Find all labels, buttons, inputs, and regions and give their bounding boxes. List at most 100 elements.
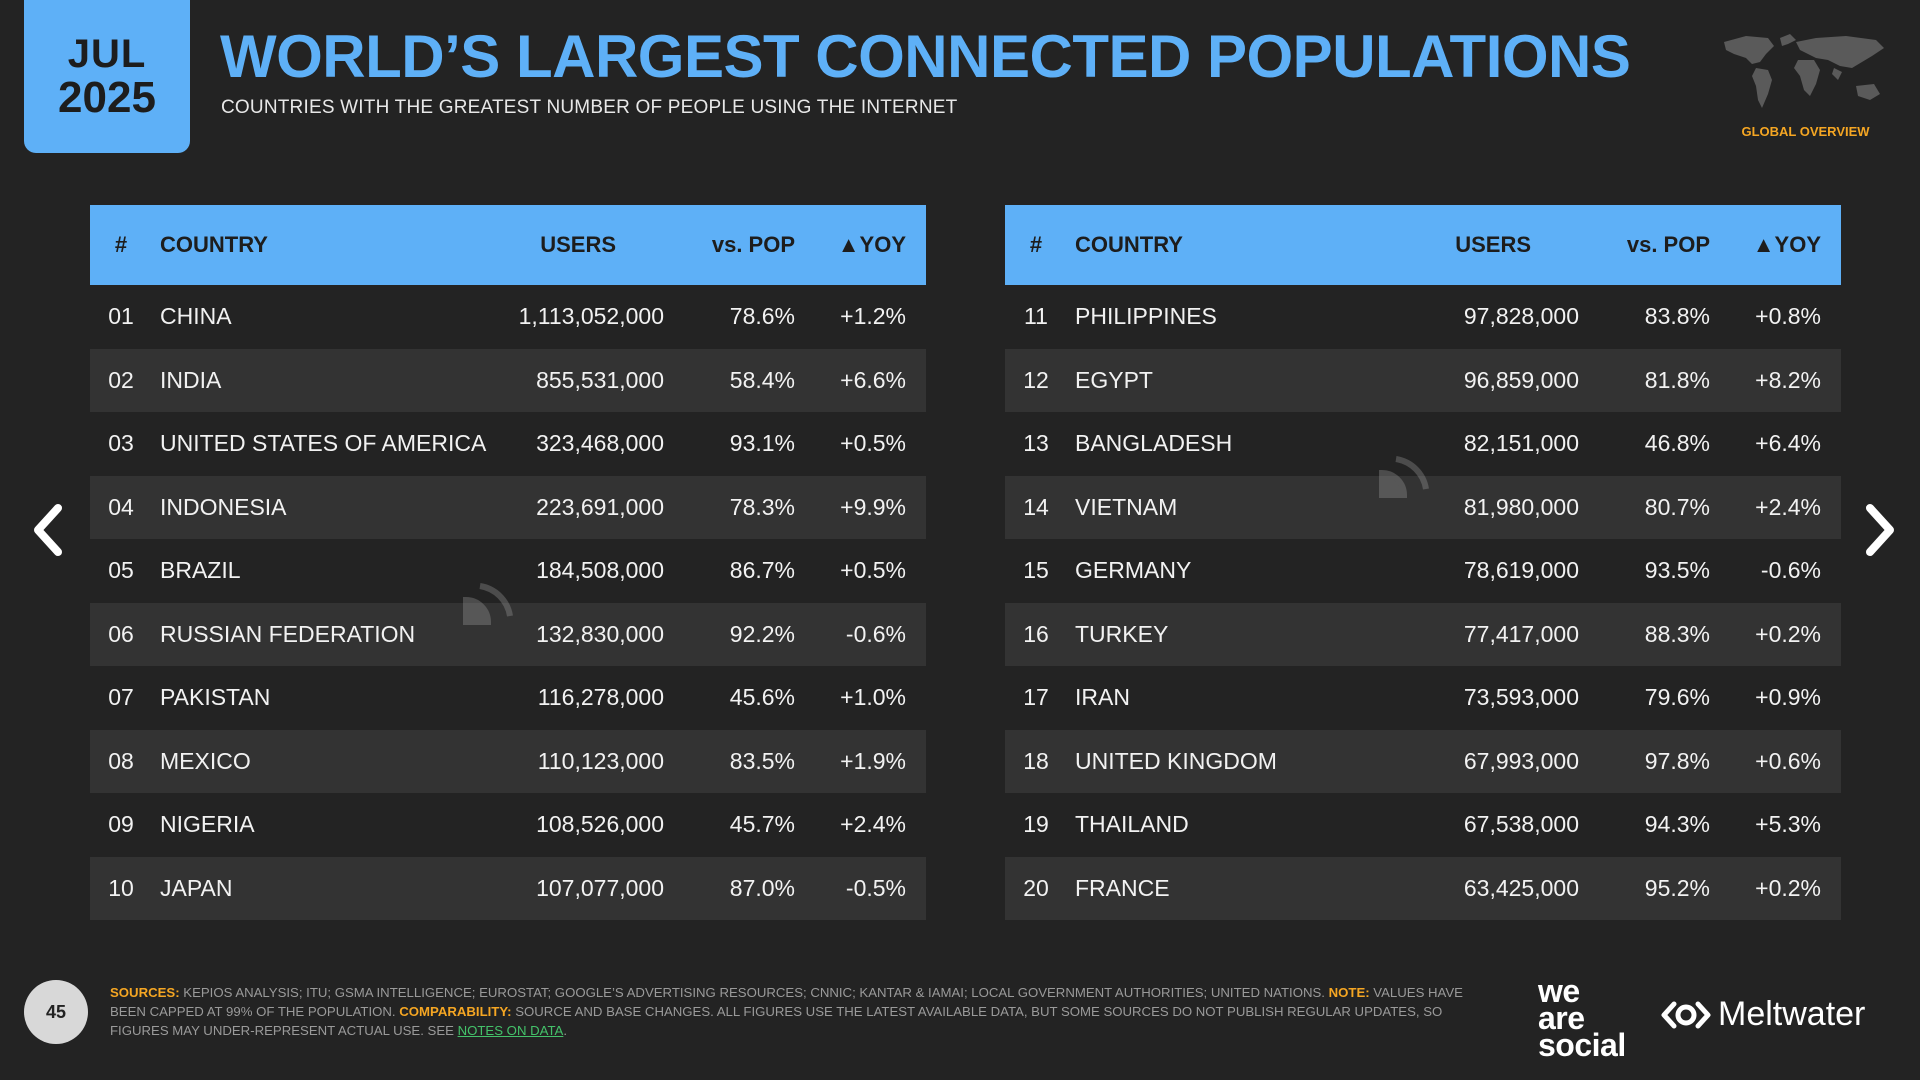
country-cell: JAPAN — [160, 874, 233, 901]
users-cell: 116,278,000 — [537, 684, 664, 711]
rank-cell: 11 — [1024, 303, 1048, 330]
table-row: 04 INDONESIA 223,691,000 78.3% +9.9% — [90, 475, 926, 539]
yoy-cell: +8.2% — [1755, 366, 1821, 393]
yoy-cell: +0.2% — [1755, 620, 1821, 647]
vs-pop-cell: 58.4% — [729, 366, 795, 393]
users-cell: 63,425,000 — [1463, 874, 1579, 901]
yoy-cell: +1.0% — [840, 684, 906, 711]
vs-pop-cell: 45.6% — [729, 684, 795, 711]
header-country: COUNTRY — [1075, 232, 1183, 257]
table-row: 18 UNITED KINGDOM 67,993,000 97.8% +0.6% — [1005, 729, 1841, 793]
ranking-table-left: # COUNTRY USERS vs. POP ▲YOY 01 CHINA 1,11… — [90, 205, 926, 920]
rank-cell: 13 — [1023, 430, 1049, 457]
comparability-label: COMPARABILITY: — [399, 1004, 512, 1019]
brand-we: we — [1538, 973, 1580, 1009]
note-text: VALUES HAVE BEEN CAPPED AT 99% OF THE PO… — [110, 985, 1463, 1019]
table-row: 02 INDIA 855,531,000 58.4% +6.6% — [90, 348, 926, 412]
users-cell: 82,151,000 — [1463, 430, 1579, 457]
users-cell: 1,113,052,000 — [518, 303, 664, 330]
table-row: 01 CHINA 1,113,052,000 78.6% +1.2% — [90, 285, 926, 349]
vs-pop-cell: 92.2% — [729, 620, 795, 647]
vs-pop-cell: 94.3% — [1644, 811, 1710, 838]
users-cell: 97,828,000 — [1463, 303, 1579, 330]
table-row: 06 RUSSIAN FEDERATION 132,830,000 92.2% -0.6… — [90, 602, 926, 666]
rank-cell: 02 — [108, 366, 134, 393]
meltwater-logo: Meltwater — [1660, 995, 1865, 1034]
rank-cell: 03 — [108, 430, 134, 457]
rank-cell: 14 — [1023, 493, 1049, 520]
section-tag: GLOBAL OVERVIEW — [1741, 124, 1870, 139]
date-year: 2025 — [58, 72, 156, 122]
rank-cell: 07 — [108, 684, 134, 711]
country-cell: FRANCE — [1075, 874, 1170, 901]
yoy-cell: +0.5% — [840, 557, 906, 584]
vs-pop-cell: 95.2% — [1644, 874, 1710, 901]
users-cell: 107,077,000 — [536, 874, 664, 901]
date-badge: JUL 2025 — [24, 0, 190, 153]
world-map-icon — [1724, 34, 1884, 108]
table-row: 03 UNITED STATES OF AMERICA 323,468,000 93.… — [90, 412, 926, 476]
yoy-cell: +0.2% — [1755, 874, 1821, 901]
rank-cell: 19 — [1023, 811, 1049, 838]
table-row: 12 EGYPT 96,859,000 81.8% +8.2% — [1005, 348, 1841, 412]
country-cell: UNITED KINGDOM — [1075, 747, 1277, 774]
rank-cell: 08 — [108, 747, 134, 774]
users-cell: 77,417,000 — [1463, 620, 1579, 647]
table-row: 16 TURKEY 77,417,000 88.3% +0.2% — [1005, 602, 1841, 666]
table-body: 01 CHINA 1,113,052,000 78.6% +1.2% 02 INDIA 855… — [90, 285, 926, 920]
yoy-cell: +2.4% — [840, 811, 906, 838]
yoy-cell: +0.6% — [1755, 747, 1821, 774]
vs-pop-cell: 78.3% — [729, 493, 795, 520]
users-cell: 323,468,000 — [536, 430, 664, 457]
users-cell: 67,993,000 — [1463, 747, 1579, 774]
country-cell: INDONESIA — [160, 493, 287, 520]
country-cell: NIGERIA — [160, 811, 255, 838]
users-cell: 81,980,000 — [1463, 493, 1579, 520]
users-cell: 110,123,000 — [537, 747, 664, 774]
table-row: 07 PAKISTAN 116,278,000 45.6% +1.0% — [90, 666, 926, 730]
rank-cell: 10 — [108, 874, 134, 901]
country-cell: BANGLADESH — [1075, 430, 1233, 457]
yoy-cell: +0.5% — [840, 430, 906, 457]
header-users: USERS — [540, 232, 616, 257]
header-num: # — [114, 232, 128, 257]
vs-pop-cell: 45.7% — [729, 811, 795, 838]
vs-pop-cell: 87.0% — [729, 874, 795, 901]
chevron-left-icon — [34, 504, 62, 556]
yoy-cell: -0.6% — [845, 620, 906, 647]
prev-slide-button[interactable] — [28, 500, 68, 560]
page-number: 45 — [24, 980, 88, 1044]
vs-pop-cell: 80.7% — [1644, 493, 1710, 520]
yoy-cell: +0.8% — [1755, 303, 1821, 330]
vs-pop-cell: 81.8% — [1644, 366, 1710, 393]
date-month: JUL — [67, 31, 147, 76]
next-slide-button[interactable] — [1860, 500, 1900, 560]
yoy-cell: +6.4% — [1755, 430, 1821, 457]
table-row: 13 BANGLADESH 82,151,000 46.8% +6.4% — [1005, 412, 1841, 476]
yoy-cell: +1.9% — [840, 747, 906, 774]
country-cell: GERMANY — [1075, 557, 1192, 584]
vs-pop-cell: 93.1% — [729, 430, 795, 457]
rank-cell: 12 — [1023, 366, 1049, 393]
page-subtitle: COUNTRIES WITH THE GREATEST NUMBER OF PE… — [221, 97, 958, 118]
header-num: # — [1029, 232, 1043, 257]
country-cell: VIETNAM — [1075, 493, 1178, 520]
note-label: NOTE: — [1328, 985, 1370, 1000]
vs-pop-cell: 86.7% — [729, 557, 795, 584]
vs-pop-cell: 79.6% — [1644, 684, 1710, 711]
rank-cell: 01 — [108, 303, 134, 330]
vs-pop-cell: 46.8% — [1644, 430, 1710, 457]
rank-cell: 15 — [1023, 557, 1049, 584]
comparability-text: SOURCE AND BASE CHANGES. ALL FIGURES USE… — [110, 1004, 1443, 1038]
vs-pop-cell: 78.6% — [729, 303, 795, 330]
vs-pop-cell: 93.5% — [1644, 557, 1710, 584]
table-header: # COUNTRY USERS vs. POP ▲YOY — [90, 205, 926, 285]
datareportal-watermark-icon — [1379, 456, 1429, 498]
notes-on-data-link[interactable]: NOTES ON DATA — [457, 1023, 564, 1038]
rank-cell: 16 — [1023, 620, 1049, 647]
users-cell: 184,508,000 — [536, 557, 664, 584]
vs-pop-cell: 83.5% — [729, 747, 795, 774]
country-cell: THAILAND — [1075, 811, 1189, 838]
country-cell: PAKISTAN — [160, 684, 271, 711]
header-yoy: ▲YOY — [837, 232, 906, 257]
